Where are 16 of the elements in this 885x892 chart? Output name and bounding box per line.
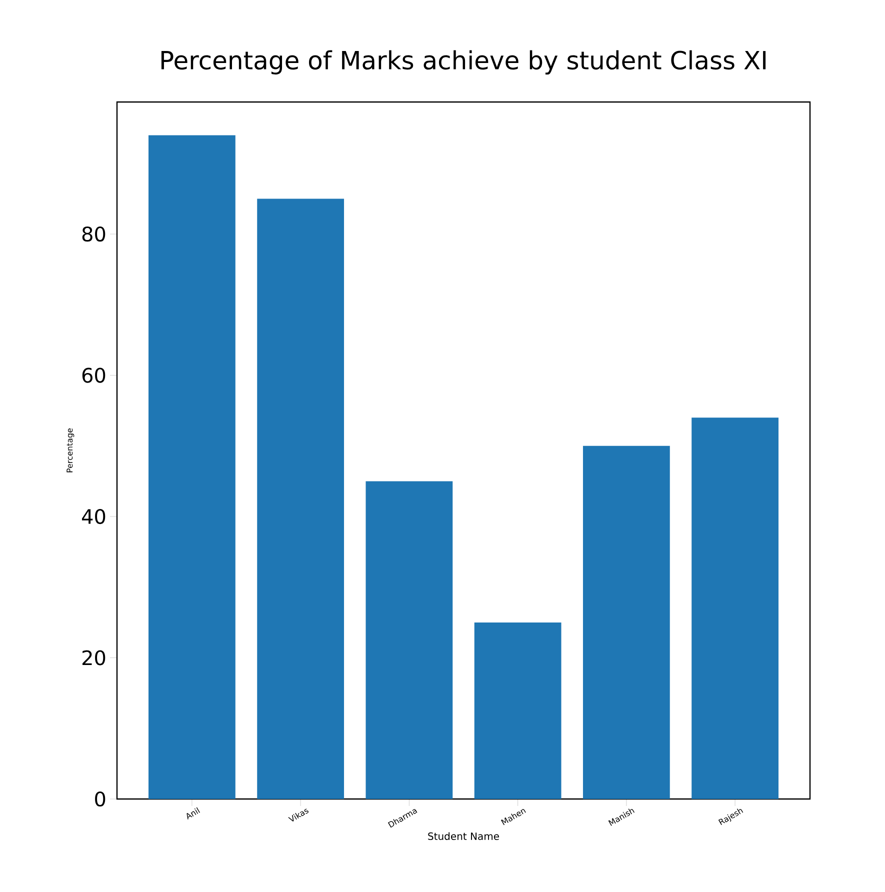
y-axis-title: Percentage (66, 428, 74, 472)
x-tick-label: Anil (186, 807, 200, 820)
bar (366, 481, 453, 799)
y-tick-label: 0 (95, 791, 106, 807)
bar (148, 135, 236, 799)
y-tick-label: 20 (82, 650, 106, 666)
bar (692, 418, 779, 799)
y-tick-label: 40 (82, 508, 106, 524)
x-tick-label: Vikas (288, 808, 308, 822)
x-axis-title: Student Name (428, 832, 499, 840)
y-tick-label: 80 (82, 226, 106, 242)
bar (257, 198, 344, 799)
bar (474, 622, 562, 799)
chart-title: Percentage of Marks achieve by student Class XI (161, 50, 766, 74)
y-tick-label: 60 (82, 368, 106, 383)
bar (582, 446, 670, 799)
